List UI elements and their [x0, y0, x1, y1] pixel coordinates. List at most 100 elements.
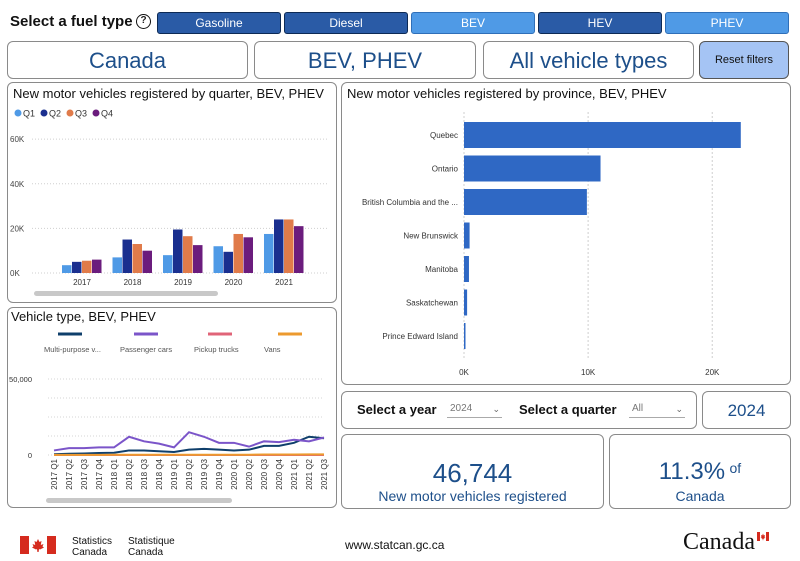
bar-2019-q2[interactable]: [173, 229, 183, 274]
statcan-url-link[interactable]: www.statcan.gc.ca: [345, 538, 445, 552]
bar-2017-q4[interactable]: [92, 259, 102, 273]
help-icon[interactable]: ?: [136, 14, 151, 29]
bar-2019-q4[interactable]: [193, 245, 203, 273]
legend-dot-q4: [92, 109, 100, 117]
x-tick-label: 2020 Q1: [230, 458, 239, 489]
bar-province-3[interactable]: [464, 222, 470, 249]
fuel-button-hev[interactable]: HEV: [538, 12, 662, 34]
fuel-filter-card: BEV, PHEV: [254, 41, 476, 79]
horizontal-scrollbar[interactable]: [46, 498, 232, 503]
bar-2018-q2[interactable]: [122, 239, 133, 273]
statcan-en-line1: Statistics: [72, 536, 113, 547]
bar-province-5[interactable]: [464, 289, 468, 316]
bar-2017-q3[interactable]: [82, 260, 92, 273]
selected-year-card: 2024: [702, 391, 791, 429]
fuel-button-gasoline[interactable]: Gasoline: [157, 12, 281, 34]
y-tick-label: 40K: [10, 180, 25, 189]
y-tick-label: 60K: [10, 135, 25, 144]
x-tick-label: 2021: [275, 278, 293, 287]
legend-label-q4: Q4: [101, 109, 113, 119]
reset-filters-button[interactable]: Reset filters: [699, 41, 789, 79]
statcan-fr: Statistique Canada: [128, 536, 175, 558]
share-of-text: of: [729, 460, 742, 476]
bar-2019-q1[interactable]: [163, 255, 173, 273]
x-tick-label: 2017 Q1: [50, 458, 59, 489]
province-label: Ontario: [432, 165, 459, 174]
x-tick-label: 2021 Q1: [290, 458, 299, 489]
province-chart-title: New motor vehicles registered by provinc…: [347, 86, 667, 101]
bar-province-6[interactable]: [464, 323, 466, 349]
share-kpi-card: [609, 434, 791, 509]
x-tick-label: 0K: [459, 368, 469, 377]
legend-label: Passenger cars: [120, 345, 172, 354]
horizontal-scrollbar[interactable]: [34, 291, 218, 296]
bar-2018-q3[interactable]: [132, 244, 143, 273]
quarter-chart: Q1 Q2 Q3 Q4 0K 20K 40K 60K 2017 2018 2019 2020 2021: [10, 109, 328, 296]
x-tick-label: 2020 Q3: [260, 458, 269, 489]
bar-2017-q2[interactable]: [72, 261, 82, 273]
registrations-kpi-card: [341, 434, 604, 509]
province-chart: 0K 10K 20K Quebec Ontario British Columbia an…: [362, 112, 741, 377]
series-line-0[interactable]: [53, 435, 325, 456]
wordmark-flag-icon: [757, 532, 769, 541]
x-tick-label: 2017 Q2: [65, 458, 74, 489]
geo-filter-card: Canada: [7, 41, 248, 79]
chevron-down-icon: ⌄: [492, 404, 500, 414]
vehicle-chart-title: Vehicle type, BEV, PHEV: [11, 309, 156, 324]
fuel-type-label: Select a fuel type: [10, 13, 133, 30]
province-label: Saskatchewan: [406, 299, 458, 308]
x-tick-label: 20K: [705, 368, 720, 377]
bar-2020-q2[interactable]: [223, 251, 234, 273]
bar-2020-q3[interactable]: [233, 233, 244, 273]
year-dropdown-value: 2024: [450, 403, 473, 414]
statcan-en-line2: Canada: [72, 547, 108, 558]
bar-2021-q1[interactable]: [264, 233, 274, 273]
x-tick-label: 2017 Q3: [80, 458, 89, 489]
province-label: Manitoba: [425, 265, 458, 274]
bar-province-4[interactable]: [464, 256, 469, 282]
x-tick-label: 2020 Q2: [245, 458, 254, 489]
vehicle-filter-card: All vehicle types: [483, 41, 694, 79]
fuel-button-bev[interactable]: BEV: [411, 12, 535, 34]
bar-2020-q4[interactable]: [243, 237, 254, 273]
canada-wordmark: Canada: [683, 529, 755, 555]
quarter-dropdown-value: All: [632, 403, 644, 414]
bar-2019-q3[interactable]: [183, 236, 193, 273]
x-tick-label: 2018 Q3: [140, 458, 149, 489]
bar-2018-q4[interactable]: [142, 250, 153, 273]
province-label: Prince Edward Island: [382, 332, 458, 341]
bar-province-0[interactable]: [464, 122, 741, 148]
bar-2021-q4[interactable]: [294, 226, 304, 273]
bar-province-2[interactable]: [464, 189, 587, 215]
x-tick-label: 2019 Q1: [170, 458, 179, 489]
province-label: New Brunswick: [403, 232, 459, 241]
fuel-button-phev[interactable]: PHEV: [665, 12, 789, 34]
x-tick-label: 2019 Q2: [185, 458, 194, 489]
province-label: Quebec: [430, 131, 458, 140]
x-tick-label: 2018 Q2: [125, 458, 134, 489]
fuel-button-diesel[interactable]: Diesel: [284, 12, 408, 34]
x-tick-label: 2019 Q3: [200, 458, 209, 489]
bar-2018-q1[interactable]: [112, 257, 123, 273]
registrations-caption: New motor vehicles registered: [378, 488, 567, 504]
registrations-count: 46,744: [432, 458, 513, 488]
share-caption: Canada: [675, 488, 725, 504]
year-dropdown[interactable]: 2024 ⌄: [447, 402, 502, 418]
x-tick-label: 2017: [73, 278, 91, 287]
legend-dot-q3: [66, 109, 74, 117]
statcan-fr-line2: Canada: [128, 547, 164, 558]
year-select-label: Select a year: [357, 402, 437, 417]
x-tick-label: 2019: [174, 278, 192, 287]
bar-2021-q3[interactable]: [284, 219, 294, 273]
statcan-en: Statistics Canada: [72, 536, 112, 558]
vehicle-chart-panel: [7, 307, 337, 508]
bar-province-1[interactable]: [464, 155, 601, 182]
bar-2021-q2[interactable]: [274, 219, 284, 273]
x-tick-label: 10K: [581, 368, 596, 377]
x-tick-label: 2020 Q4: [275, 458, 284, 489]
bar-2020-q1[interactable]: [213, 246, 224, 273]
x-tick-label: 2017 Q4: [95, 458, 104, 489]
bar-2017-q1[interactable]: [62, 265, 72, 273]
series-line-1[interactable]: [53, 431, 325, 452]
quarter-dropdown[interactable]: All ⌄: [629, 402, 685, 418]
